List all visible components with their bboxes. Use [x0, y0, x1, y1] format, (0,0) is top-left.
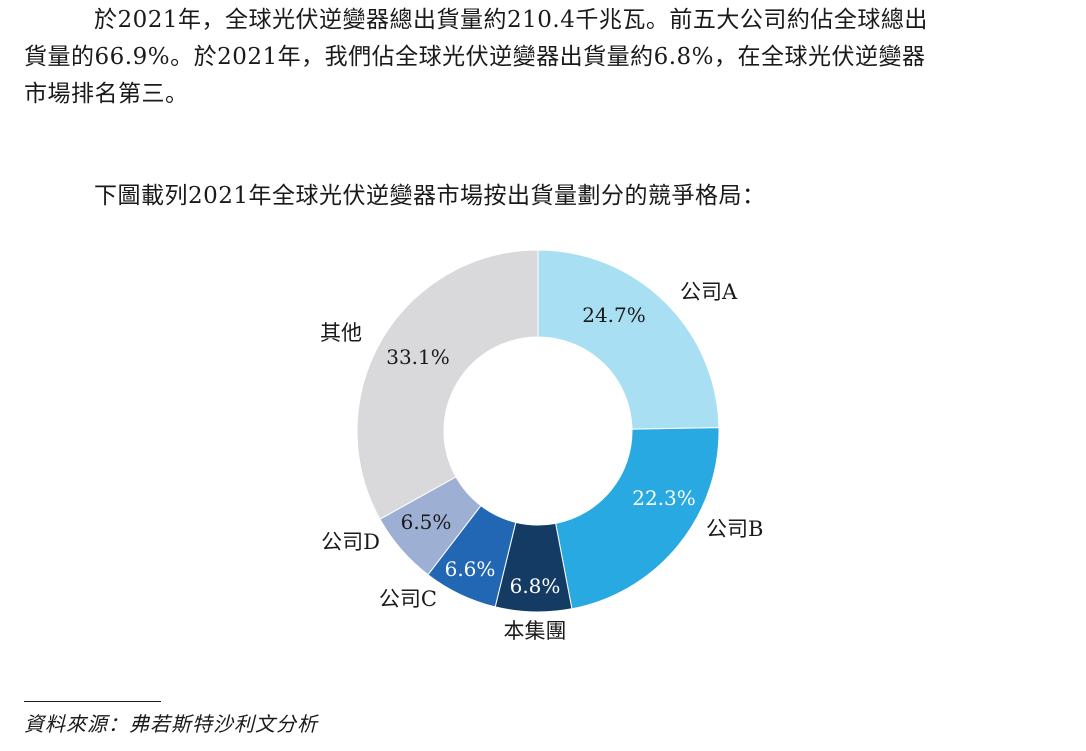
chart-category-labels: 公司A 公司B 本集團 公司C 公司D 其他: [320, 280, 763, 643]
slice-company-b: [555, 427, 720, 610]
slice-others: [356, 249, 539, 520]
chart-value-labels: 24.7% 22.3% 6.8% 6.6% 6.5% 33.1%: [386, 303, 696, 598]
source-note: 資料來源：弗若斯特沙利文分析: [24, 712, 318, 736]
category-label-company-b: 公司B: [706, 517, 763, 541]
category-label-company-c: 公司C: [379, 587, 437, 611]
category-label-company-a: 公司A: [680, 280, 738, 304]
value-label-company-c: 6.6%: [445, 557, 496, 581]
chart-intro-text: 下圖載列2021年全球光伏逆變器市場按出貨量劃分的競爭格局：: [94, 183, 766, 209]
category-label-others: 其他: [320, 321, 362, 345]
chart-slices: [356, 249, 720, 613]
footnote-divider: [24, 701, 161, 702]
intro-line-3: 市場排名第三。: [24, 81, 189, 107]
category-label-company-d: 公司D: [321, 530, 380, 554]
slice-company-a: [537, 249, 720, 430]
value-label-company-d: 6.5%: [401, 510, 452, 534]
intro-paragraph: 於2021年，全球光伏逆變器總出貨量約210.4千兆瓦。前五大公司約佔全球總出 …: [24, 2, 1064, 113]
value-label-our-group: 6.8%: [510, 574, 561, 598]
value-label-company-a: 24.7%: [582, 303, 646, 327]
intro-line-1: 於2021年，全球光伏逆變器總出貨量約210.4千兆瓦。前五大公司約佔全球總出: [94, 7, 928, 33]
intro-line-2: 貨量的66.9%。於2021年，我們佔全球光伏逆變器出貨量約6.8%，在全球光伏…: [24, 44, 926, 70]
category-label-our-group: 本集團: [504, 619, 567, 643]
value-label-others: 33.1%: [386, 345, 450, 369]
value-label-company-b: 22.3%: [632, 486, 696, 510]
